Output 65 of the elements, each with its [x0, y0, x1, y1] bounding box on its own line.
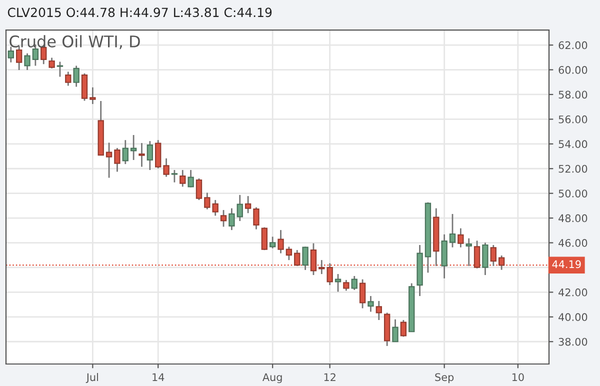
- y-tick-label: 58.00: [558, 90, 588, 99]
- candlestick: [90, 86, 96, 105]
- candlestick: [351, 275, 358, 291]
- chart-title: CLV2015 O:44.78 H:44.97 L:43.81 C:44.19: [8, 8, 272, 18]
- y-tick-label: 60.00: [558, 66, 588, 74]
- candlestick: [302, 246, 308, 271]
- candlestick: [8, 46, 14, 64]
- y-tick-label: 50.00: [558, 190, 588, 198]
- candlestick: [163, 158, 170, 178]
- candlestick: [253, 206, 260, 230]
- candlestick: [73, 65, 80, 88]
- candlestick: [400, 319, 407, 338]
- y-tick-label: 52.00: [558, 164, 588, 173]
- candlestick: [171, 169, 178, 184]
- candlestick: [24, 52, 30, 71]
- candlestick: [130, 134, 137, 161]
- y-tick-label: 42.00: [558, 288, 588, 296]
- candlestick: [204, 192, 210, 210]
- candlestick: [180, 169, 186, 188]
- candlestick: [466, 238, 472, 267]
- candlestick: [359, 278, 366, 309]
- candlestick: [114, 147, 120, 172]
- candlestick: [188, 169, 194, 188]
- x-tick-label: 14: [152, 373, 164, 381]
- candlestick: [81, 72, 88, 102]
- y-tick-label: 48.00: [558, 214, 588, 222]
- candlestick: [56, 61, 64, 78]
- candlestick: [482, 242, 488, 276]
- candlestick: [368, 295, 374, 312]
- candlestick: [228, 208, 235, 231]
- chart-subtitle: Crude Oil WTI, D: [10, 35, 140, 50]
- ref-line-label: 44.19: [552, 260, 581, 268]
- candlestick: [65, 71, 72, 86]
- candlestick: [138, 142, 145, 168]
- candlestick: [48, 57, 55, 70]
- candlestick: [106, 142, 112, 178]
- y-tick-label: 56.00: [558, 115, 588, 124]
- candlestick: [261, 226, 268, 251]
- y-tick-label: 62.00: [558, 41, 588, 50]
- candlestick: [458, 228, 464, 248]
- candlestick: [270, 236, 276, 250]
- candlestick: [343, 279, 350, 292]
- x-tick-label: Sep: [435, 373, 454, 384]
- candlestick: [212, 199, 218, 216]
- candlestick: [155, 139, 162, 170]
- candlestick: [146, 140, 154, 171]
- y-tick-label: 54.00: [558, 140, 588, 148]
- x-tick-label: Aug: [262, 373, 282, 384]
- x-tick-label: 10: [512, 373, 524, 382]
- candlestick: [334, 273, 342, 292]
- candlestick: [286, 246, 292, 261]
- candlestick: [392, 318, 398, 342]
- candlestick: [244, 195, 252, 214]
- x-tick-label: Jul: [86, 373, 98, 384]
- y-tick-label: 40.00: [558, 313, 588, 322]
- candlestick: [376, 300, 382, 321]
- x-tick-label: 12: [324, 373, 336, 381]
- candlestick: [196, 178, 202, 201]
- y-tick-label: 38.00: [558, 338, 588, 346]
- y-tick-label: 46.00: [558, 239, 588, 247]
- candlestick: [220, 209, 227, 228]
- candlestick: [449, 213, 456, 248]
- candlestick: [278, 229, 284, 254]
- candlestick: [236, 194, 243, 222]
- candlestick: [122, 139, 128, 165]
